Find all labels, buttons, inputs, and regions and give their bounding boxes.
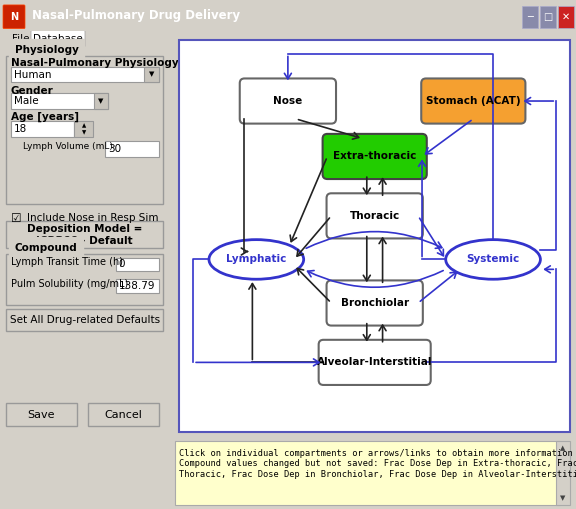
Text: 0: 0 (119, 260, 125, 269)
FancyBboxPatch shape (240, 78, 336, 124)
Text: ▼: ▼ (149, 72, 154, 77)
Text: Pulm Solubility (mg/mL): Pulm Solubility (mg/mL) (10, 279, 128, 289)
Bar (558, 6, 574, 27)
Text: Deposition Model =
ICRP66 - Default: Deposition Model = ICRP66 - Default (27, 224, 142, 246)
Text: Gender: Gender (10, 87, 54, 96)
Bar (10, 121, 74, 137)
Text: Nose: Nose (273, 96, 302, 106)
Text: Lymph Transit Time (h): Lymph Transit Time (h) (10, 257, 123, 267)
Text: Database: Database (33, 34, 83, 44)
FancyBboxPatch shape (319, 340, 431, 385)
Text: Include Nose in Resp Sim: Include Nose in Resp Sim (27, 213, 158, 223)
Text: ▼: ▼ (82, 130, 86, 135)
Bar (74, 121, 93, 137)
Bar (10, 93, 108, 109)
FancyBboxPatch shape (31, 31, 85, 47)
FancyBboxPatch shape (88, 404, 160, 426)
Text: Click on individual compartments or arrows/links to obtain more information
Comp: Click on individual compartments or arro… (179, 449, 576, 478)
Text: Physiology: Physiology (14, 45, 78, 55)
Bar (145, 67, 159, 82)
Bar (105, 141, 159, 157)
Text: Cancel: Cancel (105, 410, 143, 420)
FancyBboxPatch shape (6, 253, 163, 305)
FancyBboxPatch shape (6, 221, 164, 248)
Text: Alveolar-Interstitial: Alveolar-Interstitial (317, 357, 433, 367)
Text: Nasal-Pulmonary Drug Delivery: Nasal-Pulmonary Drug Delivery (32, 9, 240, 22)
FancyBboxPatch shape (421, 78, 525, 124)
Text: Male: Male (14, 96, 38, 106)
Bar (10, 67, 159, 82)
Text: Lymph Volume (mL): Lymph Volume (mL) (23, 143, 113, 151)
FancyBboxPatch shape (327, 193, 423, 238)
Text: □: □ (543, 12, 552, 22)
Bar (175, 441, 560, 505)
Text: Nasal-Pulmonary Physiology: Nasal-Pulmonary Physiology (10, 58, 178, 68)
Ellipse shape (446, 240, 540, 279)
Bar (556, 441, 570, 505)
Text: Stomach (ACAT): Stomach (ACAT) (426, 96, 521, 106)
Bar (116, 258, 159, 271)
Bar (540, 6, 556, 27)
Text: ▲: ▲ (560, 445, 566, 451)
Text: Extra-thoracic: Extra-thoracic (333, 152, 416, 161)
Text: ▲: ▲ (82, 124, 86, 128)
FancyBboxPatch shape (3, 5, 25, 29)
Text: ✕: ✕ (562, 12, 570, 22)
Text: ☑: ☑ (10, 212, 21, 224)
FancyBboxPatch shape (323, 134, 427, 179)
Text: N: N (10, 12, 18, 22)
Text: 138.79: 138.79 (119, 281, 155, 291)
Text: ▼: ▼ (560, 495, 566, 501)
Text: ─: ─ (527, 12, 533, 22)
Text: 18: 18 (14, 124, 27, 134)
Text: Thoracic: Thoracic (350, 211, 400, 221)
Text: Systemic: Systemic (467, 254, 520, 265)
Text: Compound: Compound (14, 243, 77, 252)
FancyBboxPatch shape (6, 308, 164, 331)
Text: Bronchiolar: Bronchiolar (340, 298, 409, 308)
Text: ▼: ▼ (98, 98, 104, 104)
FancyBboxPatch shape (327, 280, 423, 326)
Text: 30: 30 (108, 144, 122, 154)
Text: File: File (12, 34, 29, 44)
Text: Age [years]: Age [years] (10, 112, 78, 122)
Bar (116, 279, 159, 293)
Text: Save: Save (28, 410, 55, 420)
Text: Set All Drug-related Defaults: Set All Drug-related Defaults (10, 315, 160, 325)
Text: Human: Human (14, 70, 51, 79)
Bar (94, 93, 108, 109)
FancyBboxPatch shape (6, 404, 77, 426)
Bar (522, 6, 538, 27)
FancyBboxPatch shape (6, 56, 163, 204)
Text: Lymphatic: Lymphatic (226, 254, 286, 265)
Ellipse shape (209, 240, 304, 279)
